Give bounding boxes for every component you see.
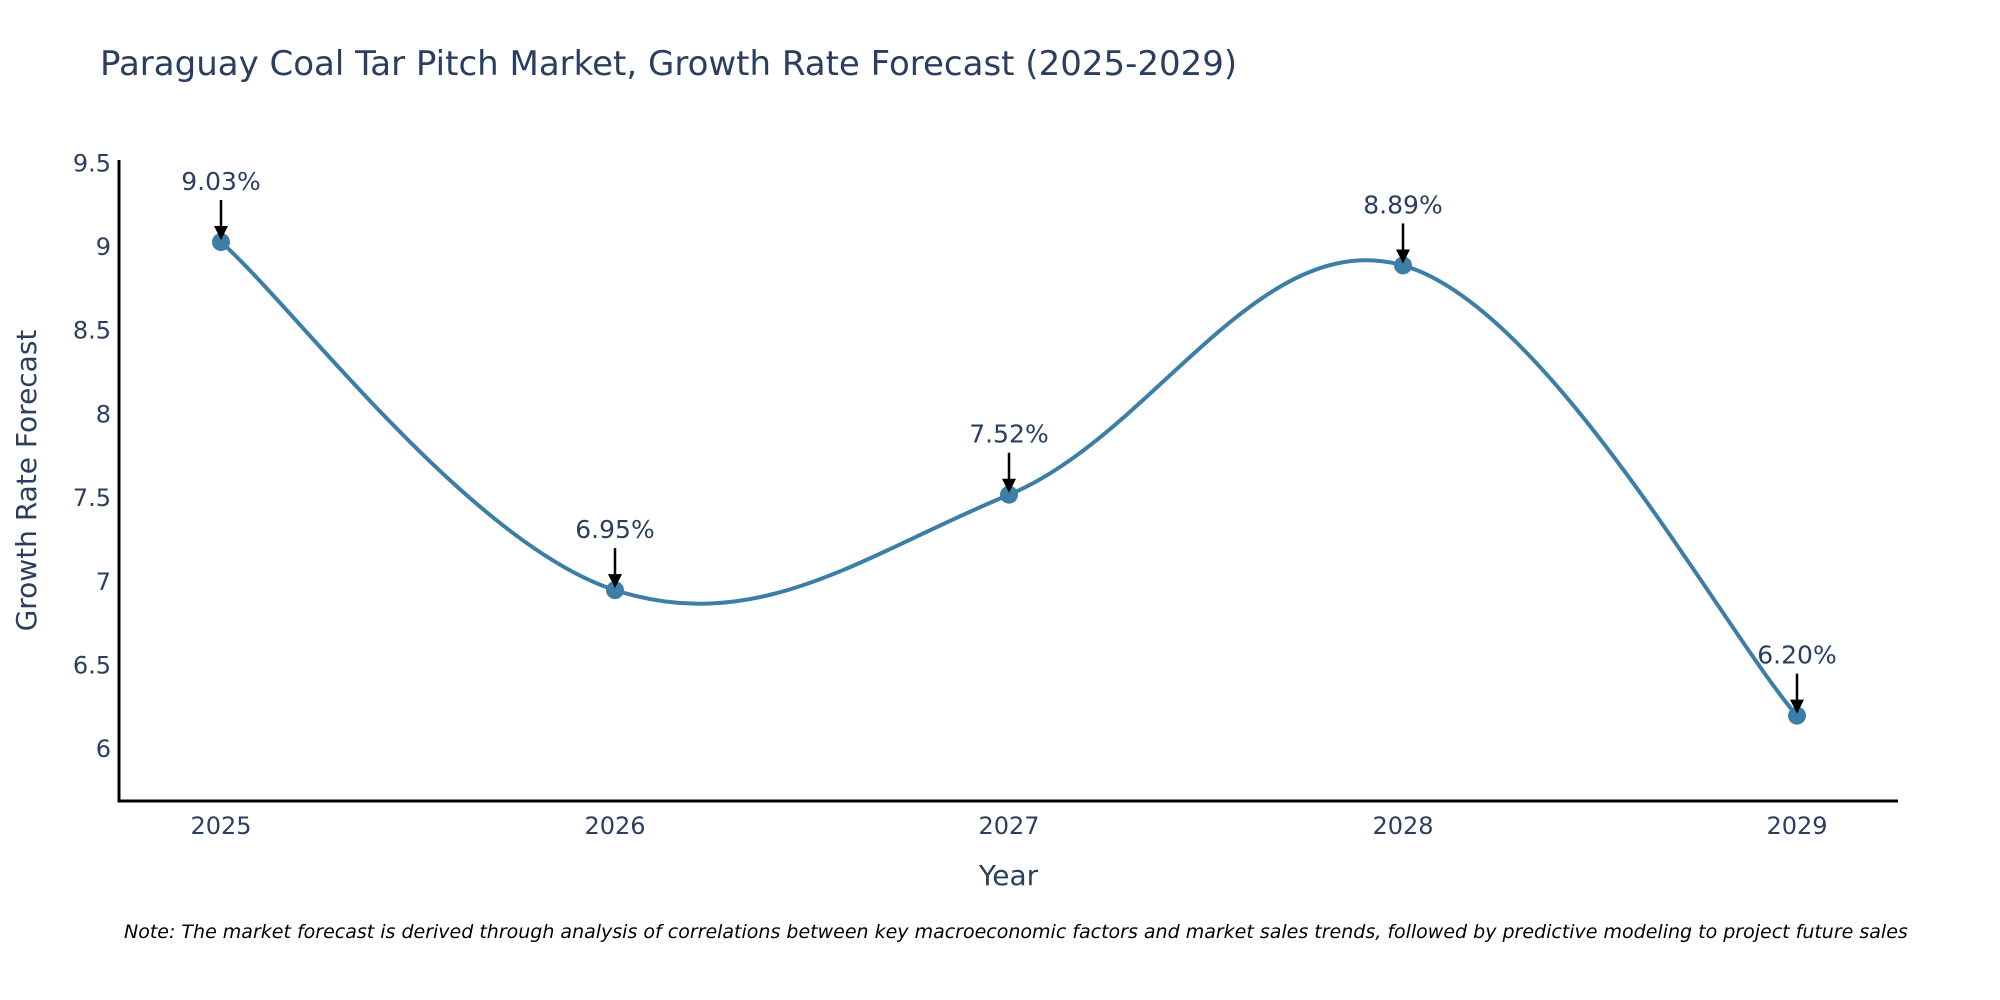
data-label: 6.20% [1757,641,1836,670]
data-point [1394,256,1412,275]
y-axis-title: Growth Rate Forecast [10,330,43,632]
annotation-arrowhead [1396,249,1410,264]
data-label: 7.52% [969,420,1048,449]
x-tick-label: 2028 [1372,812,1433,840]
series-line [219,240,1799,717]
y-tick-label: 7 [96,568,111,596]
data-label: 6.95% [575,515,654,544]
y-tick-label: 8.5 [73,317,111,345]
x-tick-label: 2029 [1766,812,1827,840]
data-point [212,233,230,252]
data-point [1000,485,1018,504]
chart-title: Paraguay Coal Tar Pitch Market, Growth R… [100,44,1238,84]
data-point [1788,706,1806,725]
annotation-arrowhead [1002,478,1016,493]
y-tick-label: 7.5 [73,484,111,512]
x-tick-label: 2027 [978,812,1039,840]
chart-note: Note: The market forecast is derived thr… [124,921,1908,943]
x-tick-label: 2026 [584,812,645,840]
x-axis-title: Year [978,859,1039,892]
annotation-arrowhead [608,574,622,589]
annotation-arrowhead [1790,699,1804,714]
y-tick-label: 6 [96,735,111,763]
data-point [606,581,624,600]
data-label: 9.03% [181,167,260,196]
x-tick-label: 2025 [190,812,251,840]
y-tick-label: 8 [96,400,111,428]
y-tick-label: 6.5 [73,651,111,679]
data-label: 8.89% [1363,190,1442,219]
y-tick-label: 9.5 [73,149,111,177]
y-tick-label: 9 [96,233,111,261]
annotation-arrowhead [214,226,228,241]
